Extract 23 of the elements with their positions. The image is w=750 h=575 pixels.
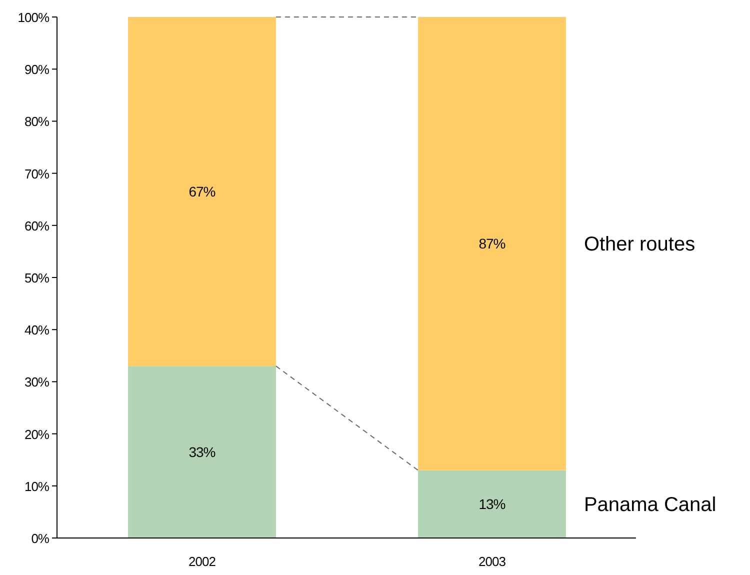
- y-tick-label: 0%: [31, 531, 50, 546]
- data-label: 87%: [478, 236, 506, 252]
- data-label: 13%: [478, 496, 506, 512]
- y-tick-label: 50%: [24, 270, 50, 286]
- bar: [418, 470, 566, 538]
- bar: [128, 366, 276, 538]
- y-tick-label: 80%: [24, 114, 50, 130]
- y-tick-label: 30%: [24, 374, 50, 390]
- y-tick-label: 10%: [24, 478, 50, 494]
- bar: [128, 17, 276, 366]
- series-label: Other routes: [584, 234, 696, 256]
- data-label: 67%: [188, 184, 216, 200]
- y-tick-label: 20%: [24, 426, 50, 442]
- x-tick-label: 2003: [478, 554, 506, 569]
- series-label: Panama Canal: [584, 494, 716, 516]
- bar: [418, 17, 566, 470]
- y-tick-label: 60%: [24, 218, 50, 234]
- data-label: 33%: [188, 444, 216, 460]
- x-tick-label: 2002: [188, 554, 216, 569]
- y-tick-label: 90%: [24, 62, 50, 78]
- y-tick-label: 70%: [24, 166, 50, 182]
- y-tick-label: 100%: [18, 10, 50, 25]
- y-tick-label: 40%: [24, 322, 50, 338]
